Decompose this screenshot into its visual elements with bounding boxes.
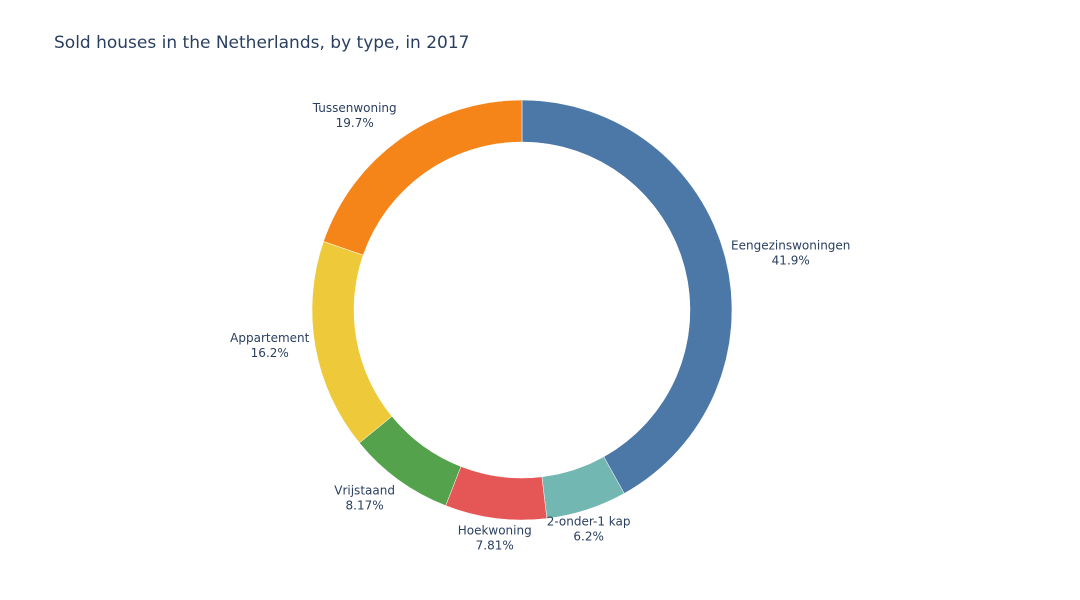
slice-label-2-onder-1-kap: 2-onder-1 kap 6.2% [547, 514, 631, 543]
slice-tussenwoning[interactable] [323, 99, 523, 256]
slice-label-percent: 7.81% [476, 538, 514, 552]
slice-label-name: Tussenwoning [312, 101, 397, 115]
slice-label-name: Eengezinswoningen [731, 239, 850, 253]
slice-label-name: Vrijstaand [334, 484, 395, 498]
slice-label-percent: 8.17% [346, 499, 384, 513]
slice-labels: Eengezinswoningen 41.9% 2-onder-1 kap 6.2% H… [230, 101, 850, 552]
slice-label-vrijstaand: Vrijstaand 8.17% [334, 484, 395, 513]
donut-slices [311, 99, 733, 521]
slice-label-percent: 41.9% [772, 254, 810, 268]
slice-label-hoekwoning: Hoekwoning 7.81% [458, 523, 532, 552]
chart-title: Sold houses in the Netherlands, by type,… [54, 33, 470, 53]
slice-label-appartement: Appartement 16.2% [230, 331, 309, 360]
slice-label-percent: 6.2% [573, 529, 604, 543]
slice-label-name: Appartement [230, 331, 309, 345]
slice-label-eengezinswoningen: Eengezinswoningen 41.9% [731, 239, 850, 268]
slice-appartement[interactable] [311, 241, 393, 444]
slice-label-percent: 16.2% [251, 346, 289, 360]
slice-label-name: 2-onder-1 kap [547, 514, 631, 528]
slice-label-percent: 19.7% [336, 116, 374, 130]
slice-eengezinswoningen[interactable] [521, 99, 733, 494]
slice-hoekwoning[interactable] [445, 466, 548, 521]
slice-label-tussenwoning: Tussenwoning 19.7% [312, 101, 397, 130]
slice-label-name: Hoekwoning [458, 523, 532, 537]
